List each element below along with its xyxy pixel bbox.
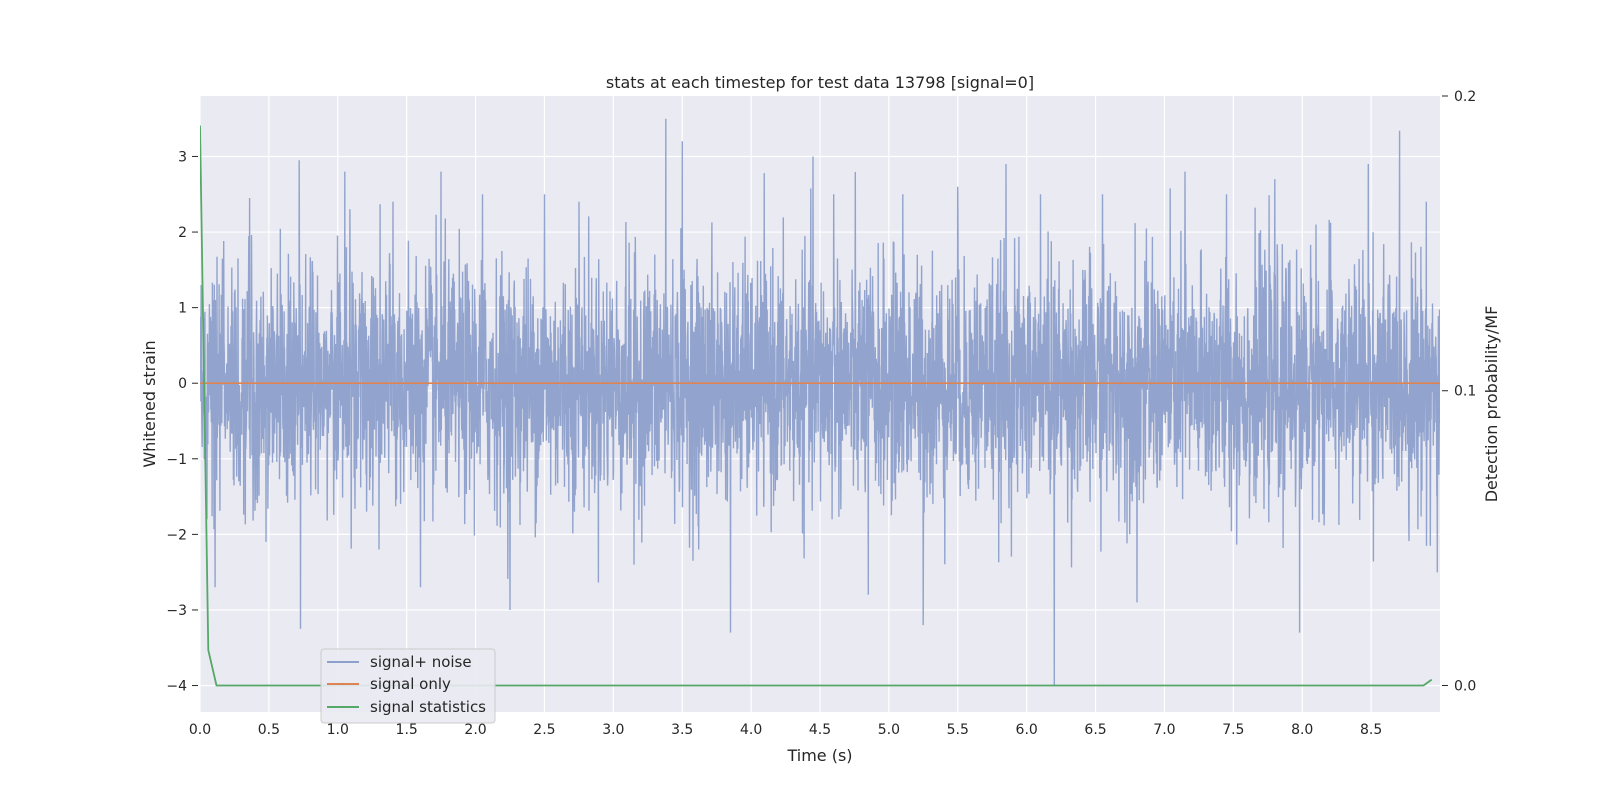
line-signal-statistics — [200, 125, 1433, 687]
y-tick-label: −1 — [166, 452, 187, 468]
y-tick-label: 1 — [178, 301, 187, 317]
y2-tick-label: 0.0 — [1454, 678, 1476, 694]
x-tick-label: 8.0 — [1291, 722, 1313, 738]
legend-box — [320, 648, 496, 724]
x-tick-label: 5.0 — [878, 722, 900, 738]
x-tick-label: 6.0 — [1016, 722, 1038, 738]
x-tick-label: 3.5 — [671, 722, 693, 738]
x-axis-label: Time (s) — [786, 746, 852, 765]
y-tick-label: −2 — [166, 527, 187, 543]
x-tick-label: 4.5 — [809, 722, 831, 738]
y-tick-label: 3 — [178, 149, 187, 165]
x-tick-label: 1.0 — [327, 722, 349, 738]
y-axis-left: −4 −3 −2 −1 0 1 2 3 — [166, 149, 198, 695]
x-tick-label: 7.5 — [1222, 722, 1244, 738]
chart-title: stats at each timestep for test data 137… — [606, 73, 1034, 92]
x-tick-label: 2.5 — [533, 722, 555, 738]
y-axis-label: Whitened strain — [140, 340, 159, 467]
x-tick-label: 0.5 — [258, 722, 280, 738]
y2-axis-label: Detection probability/MF — [1482, 306, 1501, 503]
y-tick-label: −3 — [166, 603, 187, 619]
x-tick-label: 4.0 — [740, 722, 762, 738]
y-tick-label: 2 — [178, 225, 187, 241]
x-tick-label: 6.5 — [1084, 722, 1106, 738]
y-tick-label: −4 — [166, 679, 187, 695]
y2-tick-label: 0.1 — [1454, 384, 1476, 400]
x-tick-label: 7.0 — [1153, 722, 1175, 738]
x-tick-label: 5.5 — [947, 722, 969, 738]
series-signal-statistics — [200, 125, 1433, 687]
x-tick-label: 1.5 — [396, 722, 418, 738]
x-tick-label: 8.5 — [1360, 722, 1382, 738]
legend: signal+ noise signal only signal statist… — [320, 648, 496, 724]
legend-label-signal-statistics: signal statistics — [370, 698, 486, 716]
x-tick-label: 0.0 — [189, 722, 211, 738]
legend-label-signal-only: signal only — [370, 675, 451, 693]
x-tick-label: 3.0 — [602, 722, 624, 738]
x-axis: 0.0 0.5 1.0 1.5 2.0 2.5 3.0 3.5 4.0 4.5 5.0 5.5 6.0 6… — [189, 722, 1382, 738]
x-tick-label: 2.0 — [464, 722, 486, 738]
y2-tick-label: 0.2 — [1454, 89, 1476, 105]
y-axis-right: 0.0 0.1 0.2 — [1442, 89, 1476, 694]
legend-label-signal-noise: signal+ noise — [370, 653, 472, 671]
y-tick-label: 0 — [178, 376, 187, 392]
